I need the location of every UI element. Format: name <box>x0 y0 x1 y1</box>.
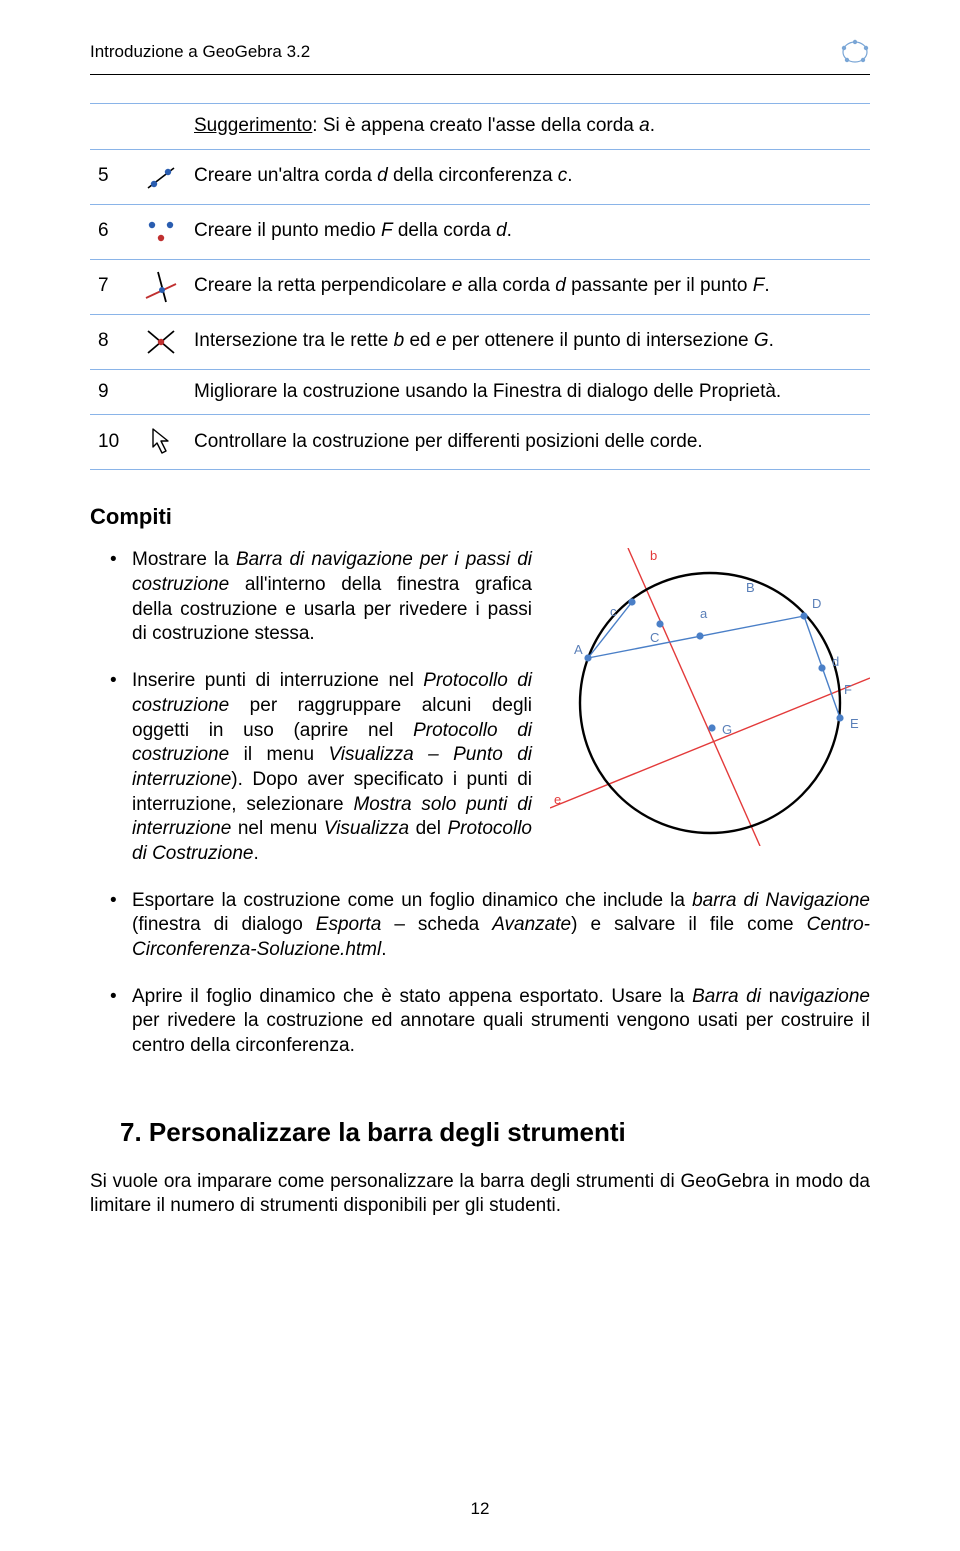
table-row: Suggerimento: Si è appena creato l'asse … <box>90 104 870 150</box>
step-description: Creare la retta perpendicolare e alla co… <box>186 259 870 314</box>
empty-icon <box>136 369 186 415</box>
step-number: 10 <box>90 415 136 470</box>
line-two-points-icon <box>136 149 186 204</box>
table-row: 8 Intersezione tra le rette b ed e per o… <box>90 314 870 369</box>
table-row: 9 Migliorare la costruzione usando la Fin… <box>90 369 870 415</box>
step-number: 9 <box>90 369 136 415</box>
header-title: Introduzione a GeoGebra 3.2 <box>90 42 310 62</box>
compiti-list: Mostrare la Barra di navigazione per i p… <box>90 548 870 1058</box>
list-item: Aprire il foglio dinamico che è stato ap… <box>90 985 870 1059</box>
list-item: Esportare la costruzione come un foglio … <box>90 889 870 963</box>
page: Introduzione a GeoGebra 3.2 Suggerimento… <box>0 0 960 1551</box>
geogebra-logo-icon <box>840 38 870 66</box>
step-description: Suggerimento: Si è appena creato l'asse … <box>186 104 870 150</box>
table-row: 7 Creare la retta perpendicolare e alla … <box>90 259 870 314</box>
header-divider <box>90 74 870 75</box>
step-description: Migliorare la costruzione usando la Fine… <box>186 369 870 415</box>
compiti-section: b e A B C c a D d F E G Mostrare la Barr… <box>90 548 870 1080</box>
compiti-heading: Compiti <box>90 504 870 530</box>
midpoint-icon <box>136 204 186 259</box>
step-description: Intersezione tra le rette b ed e per ott… <box>186 314 870 369</box>
step-number: 8 <box>90 314 136 369</box>
intersect-icon <box>136 314 186 369</box>
page-header: Introduzione a GeoGebra 3.2 <box>90 38 870 66</box>
step-number <box>90 104 136 150</box>
step-number: 6 <box>90 204 136 259</box>
step-description: Controllare la costruzione per different… <box>186 415 870 470</box>
perpendicular-icon <box>136 259 186 314</box>
section-7-intro: Si vuole ora imparare come personalizzar… <box>90 1170 870 1219</box>
step-number: 5 <box>90 149 136 204</box>
arrow-icon <box>136 415 186 470</box>
svg-text:d: d <box>832 654 839 669</box>
step-number: 7 <box>90 259 136 314</box>
steps-table: Suggerimento: Si è appena creato l'asse … <box>90 103 870 470</box>
table-row: 10 Controllare la costruzione per differ… <box>90 415 870 470</box>
table-row: 6 Creare il punto medio F della corda d. <box>90 204 870 259</box>
section-7-heading: 7. Personalizzare la barra degli strumen… <box>120 1117 870 1148</box>
empty-icon <box>136 104 186 150</box>
list-item: Mostrare la Barra di navigazione per i p… <box>90 548 870 647</box>
step-description: Creare un'altra corda d della circonfere… <box>186 149 870 204</box>
step-description: Creare il punto medio F della corda d. <box>186 204 870 259</box>
table-row: 5 Creare un'altra corda d della circonfe… <box>90 149 870 204</box>
list-item: Inserire punti di interruzione nel Proto… <box>90 669 870 867</box>
page-number: 12 <box>0 1499 960 1519</box>
